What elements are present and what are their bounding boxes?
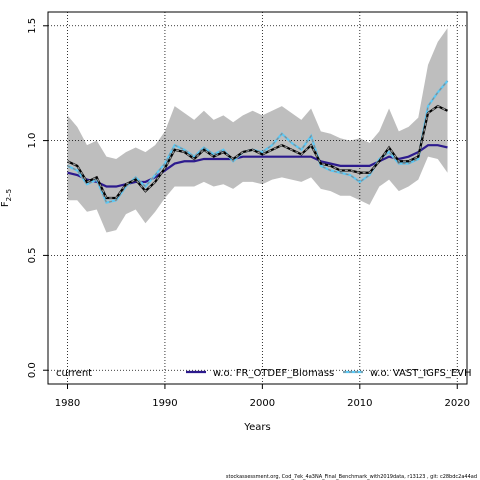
legend: current w.o. FR_OTDEF_Biomass w.o. VAST_IG…	[56, 368, 472, 379]
series-line-current-dash	[67, 105, 448, 199]
y-tick-label-1.5: 1.5	[27, 18, 38, 34]
legend-item-current-label: current	[56, 368, 92, 379]
grid-layer	[48, 12, 467, 384]
legend-item-fr-otdef-biomass-label: w.o. FR_OTDEF_Biomass	[213, 368, 334, 379]
legend-item-vast-igfs-evh-label: w.o. VAST_IGFS_EVH	[370, 368, 472, 379]
series-layer	[67, 80, 449, 204]
y-tick-label-0: 0.0	[27, 362, 38, 378]
y-tick-label-1: 1.0	[27, 133, 38, 149]
x-tick-label-1980: 1980	[55, 398, 80, 409]
y-axis-title-main: F	[0, 201, 11, 207]
x-tick-label-2020: 2020	[445, 398, 470, 409]
confidence-band-layer	[67, 28, 448, 233]
x-tick-label-1990: 1990	[152, 398, 177, 409]
y-axis-title: F2–5	[0, 189, 13, 207]
footer-note: stockassessment.org, Cod_7ek_4a3NA_Final…	[226, 474, 477, 480]
x-axis-title: Years	[243, 422, 270, 433]
axes-layer: 1980 1990 2000 2010 2020 0.0 0.5 1.0 1.5	[27, 18, 470, 409]
confidence-band	[67, 28, 448, 233]
x-tick-label-2000: 2000	[250, 398, 275, 409]
y-tick-label-0.5: 0.5	[27, 247, 38, 263]
plot-frame	[47, 11, 468, 385]
x-tick-label-2010: 2010	[347, 398, 372, 409]
y-axis-title-subscript: 2–5	[5, 189, 13, 201]
